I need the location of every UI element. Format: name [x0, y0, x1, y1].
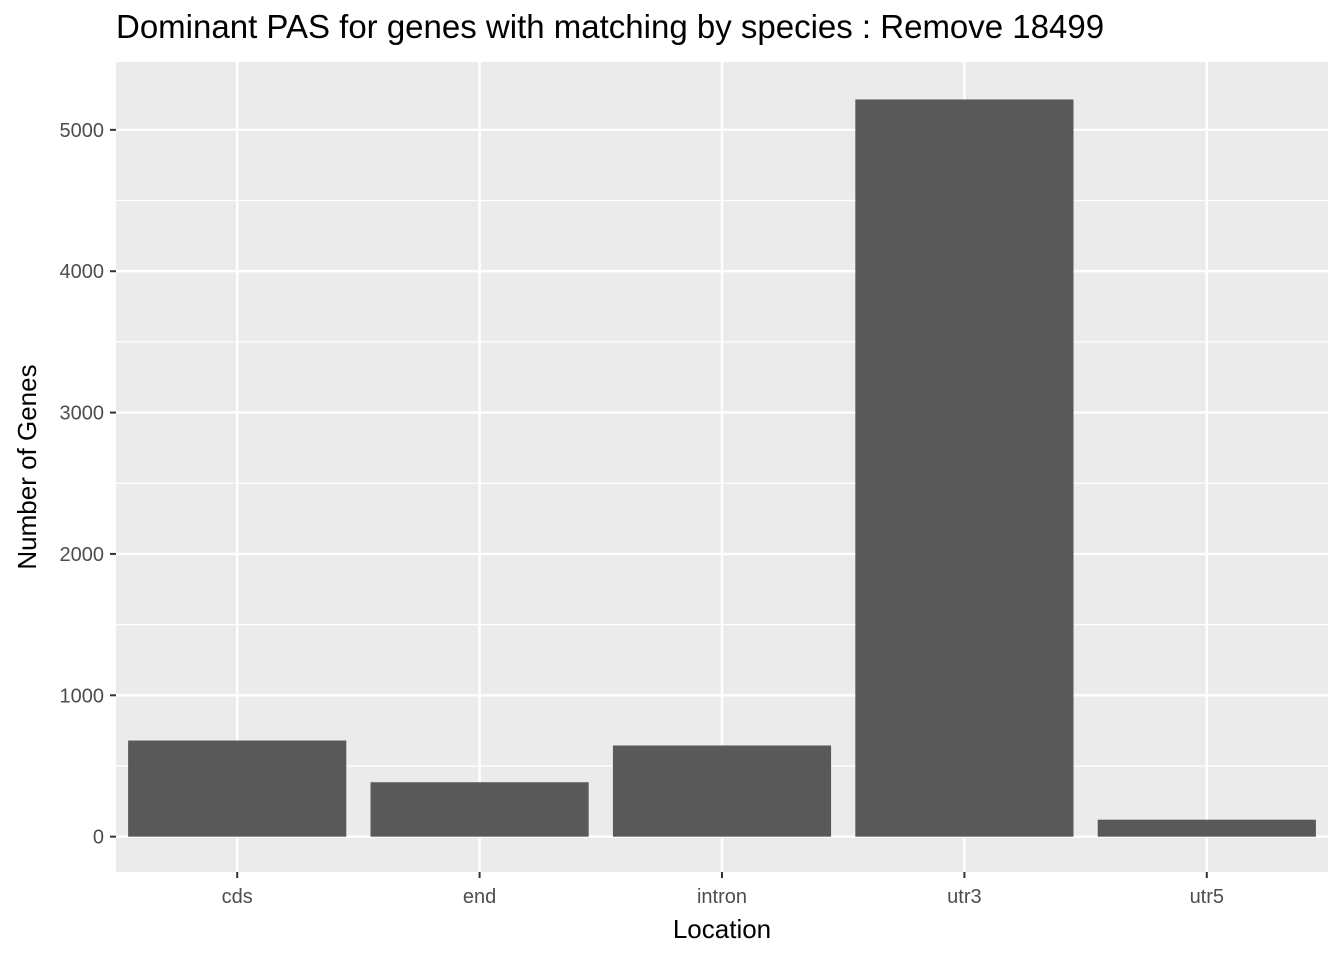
x-tick-label-end: end	[463, 886, 496, 908]
y-tick-label: 0	[93, 827, 104, 849]
y-tick-label: 3000	[60, 403, 105, 425]
bars	[128, 99, 1316, 837]
y-tick-label: 1000	[60, 685, 105, 707]
x-tick-label-utr3: utr3	[947, 886, 981, 908]
x-tick-label-intron: intron	[697, 886, 747, 908]
y-tick-label: 4000	[60, 261, 105, 283]
y-axis: 0 1000 2000 3000 4000 5000	[60, 120, 116, 849]
y-tick-label: 2000	[60, 544, 105, 566]
bar-end	[370, 782, 589, 837]
y-axis-title: Number of Genes	[12, 364, 42, 569]
x-axis-title: Location	[673, 914, 771, 944]
x-tick-label-cds: cds	[222, 886, 253, 908]
bar-cds	[128, 740, 347, 837]
bar-utr3	[855, 99, 1074, 837]
chart-title: Dominant PAS for genes with matching by …	[116, 8, 1105, 45]
x-tick-label-utr5: utr5	[1190, 886, 1224, 908]
x-axis: cds end intron utr3 utr5	[222, 872, 1224, 908]
y-tick-label: 5000	[60, 120, 105, 142]
bar-utr5	[1097, 819, 1316, 837]
bar-intron	[612, 745, 832, 837]
